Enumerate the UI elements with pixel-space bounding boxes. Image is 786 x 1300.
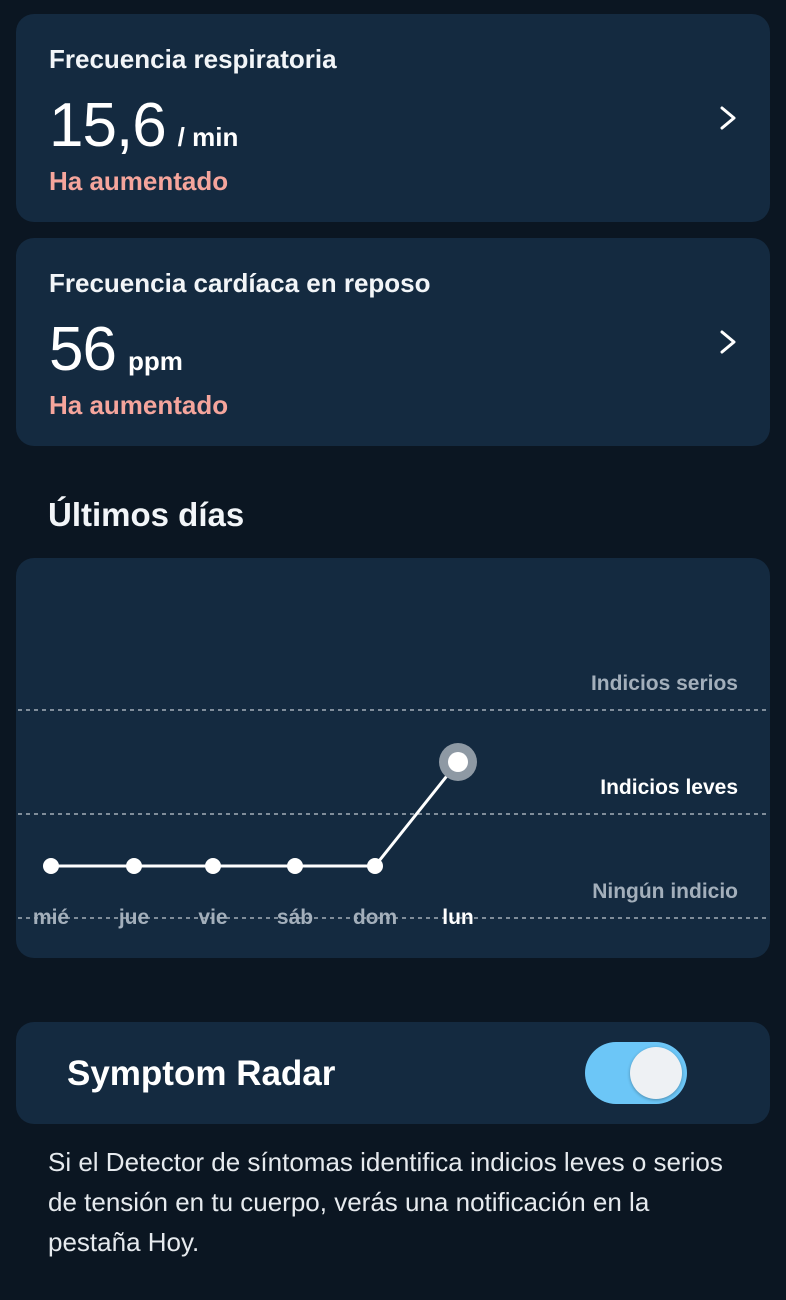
symptom-radar-toggle[interactable]	[585, 1042, 687, 1104]
symptom-radar-label: Symptom Radar	[67, 1054, 336, 1093]
data-point	[448, 752, 468, 772]
metric-status: Ha aumentado	[49, 390, 229, 420]
data-point	[205, 858, 221, 874]
data-point	[287, 858, 303, 874]
level-label: Indicios serios	[591, 672, 738, 695]
x-tick-label: sáb	[277, 906, 313, 929]
metric-value-row: 15,6 / min	[49, 90, 238, 161]
x-tick-label: dom	[353, 906, 397, 929]
x-tick-label: vie	[198, 906, 227, 929]
toggle-knob[interactable]	[630, 1047, 682, 1099]
metric-status: Ha aumentado	[49, 166, 229, 196]
metric-title: Frecuencia respiratoria	[49, 44, 337, 74]
x-tick-label: mié	[33, 906, 69, 929]
data-point	[43, 858, 59, 874]
respiratory-rate-card[interactable]: Frecuencia respiratoria 15,6 / min Ha au…	[16, 14, 770, 222]
series-line	[51, 761, 460, 868]
chevron-right-icon	[720, 330, 736, 354]
metric-unit: ppm	[127, 346, 183, 376]
metric-value: 15,6	[49, 91, 167, 160]
metric-unit: / min	[177, 122, 239, 152]
level-label: Indicios leves	[600, 776, 738, 799]
x-tick-label: lun	[442, 906, 474, 929]
section-title: Últimos días	[48, 496, 245, 533]
x-tick-label: jue	[118, 906, 149, 929]
resting-heart-rate-card[interactable]: Frecuencia cardíaca en reposo 56 ppm Ha …	[16, 238, 770, 446]
data-point	[367, 858, 383, 874]
metric-value-row: 56 ppm	[49, 314, 183, 385]
symptom-radar-card: Symptom Radar	[16, 1022, 770, 1124]
data-point	[126, 858, 142, 874]
symptom-level-chart: Ningún indicio Indicios leves Indicios ser…	[18, 672, 770, 929]
metric-title: Frecuencia cardíaca en reposo	[49, 268, 431, 298]
symptom-radar-description: Si el Detector de síntomas identifica in…	[48, 1147, 723, 1257]
level-label: Ningún indicio	[592, 880, 738, 903]
symptom-chart-card: Ningún indicio Indicios leves Indicios ser…	[16, 558, 770, 958]
metric-value: 56	[49, 315, 117, 384]
chevron-right-icon	[720, 106, 736, 130]
